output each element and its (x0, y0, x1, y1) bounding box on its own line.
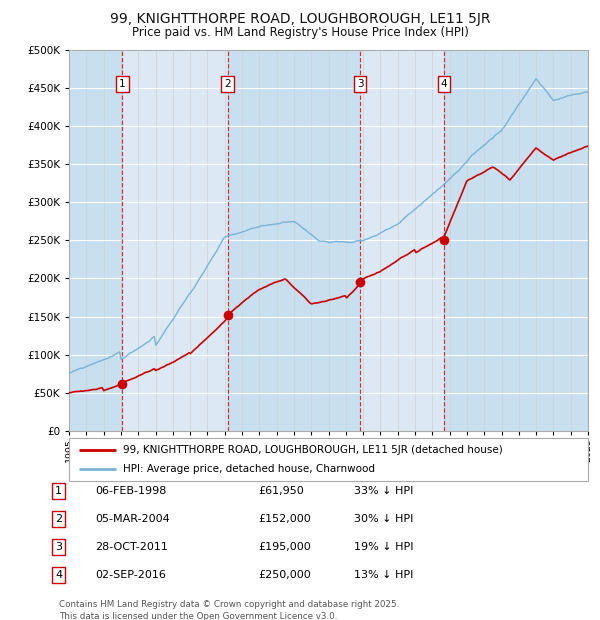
Text: 02-SEP-2016: 02-SEP-2016 (95, 570, 166, 580)
Text: 4: 4 (55, 570, 62, 580)
Bar (227, 50, 360, 431)
Text: 3: 3 (357, 79, 364, 89)
Text: 30% ↓ HPI: 30% ↓ HPI (354, 514, 413, 524)
Text: 33% ↓ HPI: 33% ↓ HPI (354, 486, 413, 496)
Text: Contains HM Land Registry data © Crown copyright and database right 2025.
This d: Contains HM Land Registry data © Crown c… (59, 600, 399, 620)
Text: 1: 1 (55, 486, 62, 496)
FancyBboxPatch shape (69, 438, 588, 480)
Text: 99, KNIGHTTHORPE ROAD, LOUGHBOROUGH, LE11 5JR: 99, KNIGHTTHORPE ROAD, LOUGHBOROUGH, LE1… (110, 12, 490, 27)
Text: 13% ↓ HPI: 13% ↓ HPI (354, 570, 413, 580)
Bar (69, 50, 122, 431)
Bar (444, 50, 588, 431)
Text: 28-OCT-2011: 28-OCT-2011 (95, 542, 167, 552)
Text: 4: 4 (440, 79, 447, 89)
Text: £250,000: £250,000 (258, 570, 311, 580)
Text: 1: 1 (119, 79, 126, 89)
Text: £61,950: £61,950 (258, 486, 304, 496)
Text: 05-MAR-2004: 05-MAR-2004 (95, 514, 170, 524)
Text: £152,000: £152,000 (258, 514, 311, 524)
Text: Price paid vs. HM Land Registry's House Price Index (HPI): Price paid vs. HM Land Registry's House … (131, 26, 469, 39)
Text: 2: 2 (55, 514, 62, 524)
Text: HPI: Average price, detached house, Charnwood: HPI: Average price, detached house, Char… (124, 464, 376, 474)
Text: 2: 2 (224, 79, 231, 89)
Text: £195,000: £195,000 (258, 542, 311, 552)
Text: 06-FEB-1998: 06-FEB-1998 (95, 486, 166, 496)
Text: 3: 3 (55, 542, 62, 552)
Text: 19% ↓ HPI: 19% ↓ HPI (354, 542, 413, 552)
Text: 99, KNIGHTTHORPE ROAD, LOUGHBOROUGH, LE11 5JR (detached house): 99, KNIGHTTHORPE ROAD, LOUGHBOROUGH, LE1… (124, 445, 503, 454)
